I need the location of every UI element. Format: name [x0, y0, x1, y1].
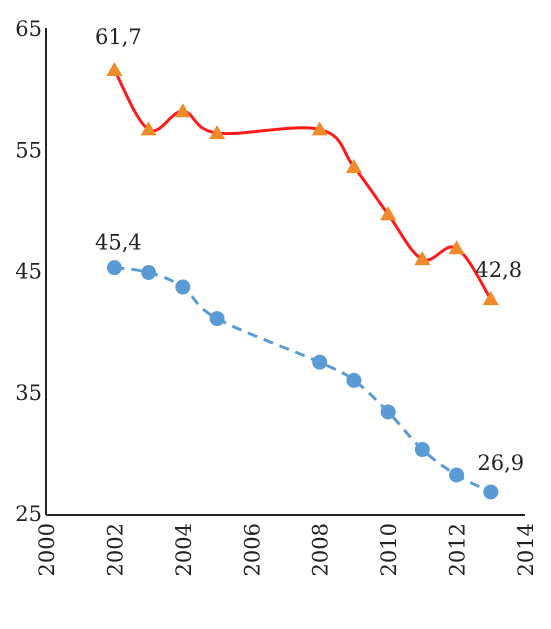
series-1-point	[140, 121, 157, 136]
x-tick-label: 2002	[103, 523, 127, 576]
x-tick-label: 2000	[35, 523, 59, 576]
x-tick-label: 2006	[240, 523, 264, 576]
x-tick-label: 2008	[309, 523, 333, 576]
series-2-line	[114, 266, 492, 494]
data-label: 42,8	[475, 258, 522, 282]
series-2-point	[209, 311, 225, 327]
series-2-point	[449, 467, 465, 483]
x-tick-label: 2012	[446, 523, 470, 576]
y-tick-label: 65	[15, 17, 42, 41]
series-2-point	[414, 442, 430, 458]
series-2-point	[106, 260, 122, 276]
axes: 25 35 45 55 65 2000 2002 2004 2006 2008 2010 2012 20…	[15, 17, 538, 576]
series-1-point	[106, 62, 123, 77]
series-1-point	[345, 159, 362, 174]
series-1-point	[414, 251, 431, 266]
series-1-point	[448, 240, 465, 255]
y-tick-label: 35	[15, 381, 42, 405]
y-tick-label: 55	[15, 138, 42, 162]
series-1-line	[113, 69, 493, 301]
y-tick-label: 25	[15, 502, 42, 526]
series-1-point	[311, 121, 328, 136]
series-1-point	[209, 125, 226, 140]
series-2-point	[175, 279, 191, 295]
series-1-point	[482, 291, 499, 306]
series-2-point	[312, 354, 328, 370]
x-tick-label: 2014	[514, 523, 538, 576]
data-label: 45,4	[95, 231, 142, 255]
series-2-point	[141, 265, 157, 280]
data-label: 61,7	[95, 25, 142, 49]
data-labels: 61,7 45,4 42,8 26,9	[95, 25, 524, 475]
data-label: 26,9	[477, 451, 524, 475]
series-1-point	[380, 206, 397, 221]
series-group	[106, 62, 499, 500]
series-1-point	[174, 103, 191, 118]
series-2-point	[380, 404, 396, 420]
x-tick-label: 2010	[377, 523, 401, 576]
series-2-point	[346, 372, 362, 388]
x-tick-label: 2004	[172, 523, 196, 576]
y-tick-label: 45	[15, 260, 42, 284]
series-2-point	[483, 484, 499, 500]
